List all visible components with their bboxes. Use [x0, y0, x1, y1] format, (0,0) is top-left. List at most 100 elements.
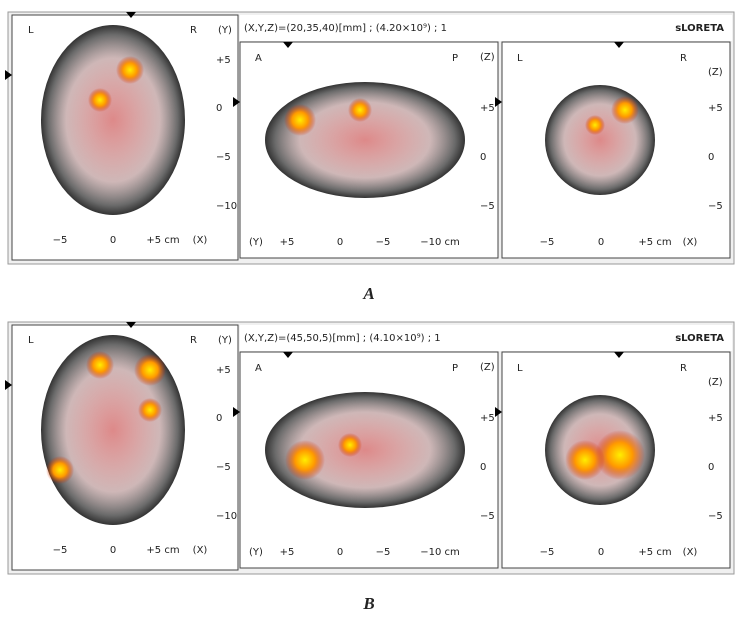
activation-hotspot — [88, 88, 112, 112]
activation-hotspot — [348, 98, 372, 122]
x-tick-label: (X) — [683, 547, 698, 558]
orientation-left: L — [517, 363, 523, 374]
x-tick-label: 0 — [598, 547, 604, 558]
orientation-right: P — [452, 363, 458, 374]
y-tick-label: +5 — [480, 103, 495, 114]
orientation-right: R — [190, 25, 197, 36]
axis-name: (Z) — [480, 52, 495, 63]
activation-hotspot — [46, 456, 74, 484]
activation-hotspot — [595, 430, 645, 480]
y-tick-label: +5 — [216, 365, 231, 376]
orientation-right: R — [680, 363, 687, 374]
orientation-right: P — [452, 53, 458, 64]
coordinates: (X,Y,Z)=(45,50,5)[mm] ; (4.10×10⁹) ; 1 — [244, 333, 441, 344]
y-tick-label: 0 — [216, 103, 222, 114]
orientation-left: A — [255, 53, 262, 64]
x-tick-label: (Y) — [249, 547, 263, 558]
activation-hotspot — [284, 104, 316, 136]
cursor-marker — [233, 407, 240, 417]
x-tick-label: +5 — [280, 547, 295, 558]
y-tick-label: −5 — [216, 462, 231, 473]
activation-hotspot — [565, 440, 605, 480]
x-tick-label: 0 — [598, 237, 604, 248]
activation-diffuse — [275, 87, 455, 193]
y-tick-label: +5 — [708, 413, 723, 424]
x-tick-label: −5 — [540, 237, 555, 248]
axis-name: (Y) — [218, 335, 232, 346]
axis-name: (Z) — [480, 362, 495, 373]
y-tick-label: −5 — [216, 152, 231, 163]
y-tick-label: +5 — [480, 413, 495, 424]
activation-diffuse — [48, 34, 178, 206]
activation-hotspot — [134, 354, 166, 386]
x-tick-label: (X) — [683, 237, 698, 248]
x-tick-label: −10 cm — [420, 237, 460, 248]
y-tick-label: −5 — [480, 201, 495, 212]
orientation-left: A — [255, 363, 262, 374]
cursor-marker — [614, 352, 624, 358]
header-bar — [240, 325, 732, 351]
x-tick-label: +5 cm — [146, 545, 179, 556]
axis-name: (Y) — [218, 25, 232, 36]
axis-name: (Z) — [708, 377, 723, 388]
x-tick-label: −5 — [540, 547, 555, 558]
activation-hotspot — [611, 96, 639, 124]
x-tick-label: 0 — [337, 547, 343, 558]
activation-diffuse — [275, 397, 455, 503]
cursor-marker — [5, 380, 12, 390]
x-tick-label: +5 cm — [638, 237, 671, 248]
y-tick-label: −10 — [216, 201, 237, 212]
orientation-left: L — [28, 335, 34, 346]
software-name: sLORETA — [675, 333, 724, 344]
panel: (X,Y,Z)=(45,50,5)[mm] ; (4.10×10⁹) ; 1 sL… — [5, 321, 735, 613]
activation-hotspot — [86, 351, 114, 379]
cursor-marker — [233, 97, 240, 107]
orientation-right: R — [190, 335, 197, 346]
x-tick-label: 0 — [110, 545, 116, 556]
panel-label: A — [362, 284, 374, 303]
axis-name: (Z) — [708, 67, 723, 78]
x-tick-label: −5 — [53, 235, 68, 246]
y-tick-label: +5 — [216, 55, 231, 66]
panel: (X,Y,Z)=(20,35,40)[mm] ; (4.20×10⁹) ; 1 s… — [5, 11, 735, 303]
orientation-right: R — [680, 53, 687, 64]
header-bar — [240, 15, 732, 41]
y-tick-label: 0 — [216, 413, 222, 424]
cursor-marker — [126, 322, 136, 328]
y-tick-label: 0 — [708, 152, 714, 163]
cursor-marker — [495, 407, 502, 417]
activation-hotspot — [116, 56, 144, 84]
y-tick-label: −5 — [708, 201, 723, 212]
y-tick-label: 0 — [480, 462, 486, 473]
cursor-marker — [5, 70, 12, 80]
orientation-left: L — [28, 25, 34, 36]
activation-hotspot — [285, 440, 325, 480]
y-tick-label: +5 — [708, 103, 723, 114]
x-tick-label: 0 — [337, 237, 343, 248]
x-tick-label: +5 cm — [146, 235, 179, 246]
x-tick-label: (X) — [193, 545, 208, 556]
y-tick-label: 0 — [708, 462, 714, 473]
cursor-marker — [126, 12, 136, 18]
x-tick-label: 0 — [110, 235, 116, 246]
x-tick-label: (X) — [193, 235, 208, 246]
activation-hotspot — [585, 115, 605, 135]
x-tick-label: (Y) — [249, 237, 263, 248]
activation-diffuse — [48, 344, 178, 516]
y-tick-label: −10 — [216, 511, 237, 522]
x-tick-label: +5 cm — [638, 547, 671, 558]
software-name: sLORETA — [675, 23, 724, 34]
x-tick-label: +5 — [280, 237, 295, 248]
cursor-marker — [495, 97, 502, 107]
x-tick-label: −5 — [376, 237, 391, 248]
x-tick-label: −5 — [53, 545, 68, 556]
x-tick-label: −10 cm — [420, 547, 460, 558]
panel-label: B — [362, 594, 374, 613]
cursor-marker — [283, 352, 293, 358]
coordinates: (X,Y,Z)=(20,35,40)[mm] ; (4.20×10⁹) ; 1 — [244, 23, 447, 34]
y-tick-label: 0 — [480, 152, 486, 163]
activation-hotspot — [338, 433, 362, 457]
cursor-marker — [614, 42, 624, 48]
activation-hotspot — [138, 398, 162, 422]
